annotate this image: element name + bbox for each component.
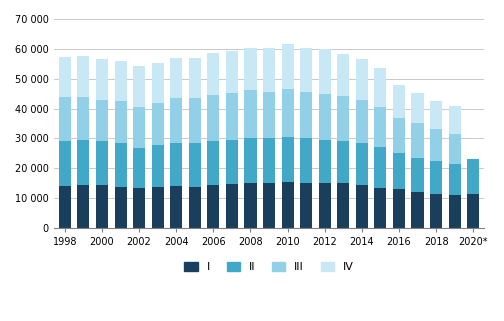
Bar <box>374 188 387 228</box>
Bar <box>78 185 90 228</box>
Bar <box>319 94 331 140</box>
Bar <box>411 123 423 158</box>
Bar <box>114 143 127 187</box>
Bar <box>411 158 423 192</box>
Bar <box>207 95 219 142</box>
Bar <box>59 186 71 228</box>
Bar <box>282 89 294 137</box>
Bar <box>96 100 108 142</box>
Bar <box>430 101 442 129</box>
Bar <box>189 187 201 228</box>
Bar <box>467 194 479 228</box>
Bar <box>430 129 442 161</box>
Bar <box>133 188 145 228</box>
Bar <box>207 185 219 228</box>
Bar <box>133 107 145 148</box>
Bar <box>207 53 219 95</box>
Bar <box>152 63 164 103</box>
Bar <box>411 93 423 123</box>
Bar <box>374 68 387 107</box>
Bar <box>430 194 442 228</box>
Bar <box>78 56 90 97</box>
Bar <box>449 195 461 228</box>
Bar <box>244 91 257 138</box>
Bar <box>300 92 312 138</box>
Bar <box>170 98 182 143</box>
Bar <box>282 137 294 182</box>
Bar <box>319 49 331 94</box>
Bar <box>207 142 219 185</box>
Bar <box>59 57 71 97</box>
Bar <box>59 97 71 142</box>
Bar <box>170 58 182 98</box>
Bar <box>133 66 145 107</box>
Bar <box>356 59 368 100</box>
Bar <box>319 183 331 228</box>
Bar <box>152 145 164 187</box>
Bar <box>356 100 368 143</box>
Bar <box>263 183 275 228</box>
Bar <box>170 186 182 228</box>
Bar <box>393 189 405 228</box>
Bar <box>114 61 127 101</box>
Bar <box>244 48 257 91</box>
Bar <box>189 143 201 187</box>
Bar <box>393 117 405 153</box>
Bar <box>96 185 108 228</box>
Bar <box>244 183 257 228</box>
Bar <box>133 148 145 188</box>
Bar <box>374 147 387 188</box>
Bar <box>96 59 108 100</box>
Bar <box>96 142 108 185</box>
Bar <box>226 51 238 93</box>
Bar <box>337 96 349 141</box>
Bar <box>263 48 275 91</box>
Legend: I, II, III, IV: I, II, III, IV <box>180 257 358 277</box>
Bar <box>449 134 461 164</box>
Bar <box>226 185 238 228</box>
Bar <box>114 101 127 143</box>
Bar <box>152 103 164 145</box>
Bar <box>356 143 368 185</box>
Bar <box>78 97 90 140</box>
Bar <box>114 187 127 228</box>
Bar <box>430 161 442 194</box>
Bar <box>449 164 461 195</box>
Bar <box>300 138 312 183</box>
Bar <box>337 141 349 183</box>
Bar <box>300 183 312 228</box>
Bar <box>189 57 201 99</box>
Bar <box>300 48 312 92</box>
Bar <box>356 185 368 228</box>
Bar <box>263 138 275 183</box>
Bar <box>282 44 294 89</box>
Bar <box>189 99 201 143</box>
Bar <box>59 142 71 186</box>
Bar <box>337 54 349 96</box>
Bar <box>282 182 294 228</box>
Bar <box>244 138 257 183</box>
Bar <box>78 140 90 185</box>
Bar <box>467 159 479 194</box>
Bar <box>226 140 238 185</box>
Bar <box>411 192 423 228</box>
Bar <box>170 143 182 186</box>
Bar <box>263 91 275 138</box>
Bar <box>152 187 164 228</box>
Bar <box>393 85 405 117</box>
Bar <box>393 153 405 189</box>
Bar <box>226 93 238 140</box>
Bar <box>319 140 331 183</box>
Bar <box>337 183 349 228</box>
Bar <box>374 107 387 147</box>
Bar <box>449 106 461 134</box>
